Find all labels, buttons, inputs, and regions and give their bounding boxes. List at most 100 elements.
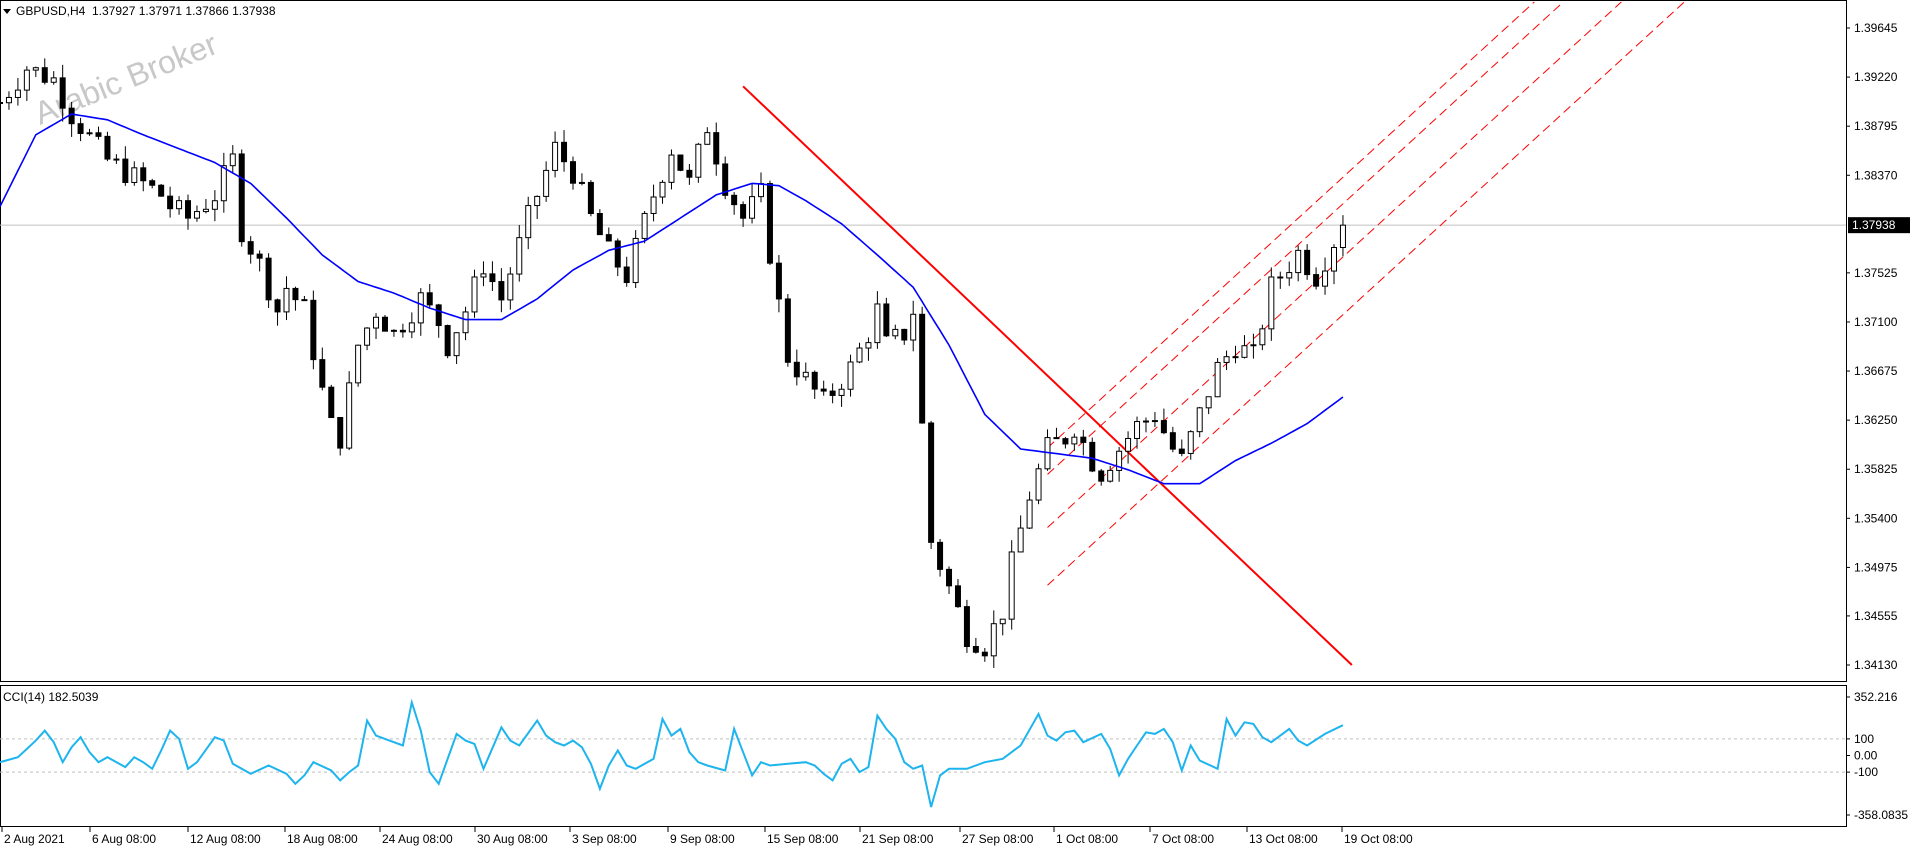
candle-body — [238, 153, 245, 243]
time-tick-label: 2 Aug 2021 — [4, 832, 65, 846]
time-tick-label: 27 Sep 08:00 — [962, 832, 1034, 846]
candle-body — [1250, 344, 1257, 347]
candle — [856, 342, 863, 364]
candle-body — [1053, 437, 1060, 440]
price-panel-border — [0, 0, 1847, 682]
candle — [319, 347, 326, 391]
candle-body — [704, 132, 711, 145]
candle — [435, 303, 442, 338]
candle-body — [140, 167, 147, 182]
candle-body — [632, 237, 639, 284]
candle-body — [990, 623, 997, 657]
candle-body — [1017, 527, 1024, 553]
candle-body — [346, 382, 353, 449]
candle-body — [650, 196, 657, 214]
candle-body — [444, 325, 451, 357]
time-tick-label: 19 Oct 08:00 — [1344, 832, 1413, 846]
channel-line — [1047, 2, 1564, 475]
candle — [1286, 261, 1293, 286]
candle — [1223, 350, 1230, 371]
candle-body — [158, 184, 165, 197]
candle — [247, 236, 254, 264]
candle-body — [256, 253, 263, 259]
candle-body — [426, 292, 433, 306]
candle — [1250, 333, 1257, 359]
candle — [946, 566, 953, 594]
time-tick-label: 6 Aug 08:00 — [92, 832, 156, 846]
candle — [346, 371, 353, 451]
candle — [41, 58, 48, 85]
watermark-text: Arabic Broker — [29, 25, 223, 131]
candle — [265, 253, 272, 308]
candle-body — [946, 568, 953, 587]
candle-body — [247, 241, 254, 255]
candle-body — [462, 311, 469, 334]
candle-body — [265, 257, 272, 301]
candle — [1116, 446, 1123, 482]
candle-body — [892, 328, 899, 337]
candle-body — [740, 204, 747, 219]
candle-body — [1125, 437, 1132, 452]
channel-line — [1047, 2, 1686, 586]
candle — [381, 314, 388, 332]
moving-average-layer — [0, 113, 1344, 485]
candle-body — [149, 180, 156, 186]
candle — [954, 579, 961, 608]
candle-body — [0, 101, 3, 104]
candle-body — [41, 67, 48, 83]
candle — [775, 255, 782, 313]
candle — [140, 162, 147, 192]
candle — [1151, 412, 1158, 428]
candle-body — [408, 322, 415, 333]
candle — [373, 313, 380, 339]
candle — [1169, 426, 1176, 453]
candle — [390, 329, 397, 337]
candle-body — [453, 332, 460, 357]
candle — [1098, 468, 1105, 486]
time-tick-label: 1 Oct 08:00 — [1056, 832, 1118, 846]
candle — [659, 180, 666, 204]
price-tick-label: 1.38795 — [1854, 119, 1898, 133]
price-tick-label: 1.36675 — [1854, 364, 1898, 378]
candle-body — [1160, 420, 1167, 434]
candle — [1330, 244, 1337, 285]
candle — [185, 194, 192, 230]
candle-body — [596, 213, 603, 236]
candle-body — [1205, 396, 1212, 409]
candle — [498, 268, 505, 313]
candle — [632, 230, 639, 289]
candle-body — [937, 541, 944, 570]
candle-body — [1223, 356, 1230, 363]
candle-body — [68, 107, 75, 125]
candle-body — [614, 240, 621, 268]
candle — [220, 152, 227, 213]
candle — [910, 300, 917, 352]
candle-body — [749, 196, 756, 219]
candle-body — [32, 67, 39, 71]
candle — [731, 192, 738, 215]
candle — [578, 173, 585, 186]
candle — [704, 127, 711, 145]
time-tick-label: 13 Oct 08:00 — [1249, 832, 1318, 846]
candle-body — [77, 123, 84, 134]
candle — [1295, 245, 1302, 282]
candle-body — [883, 303, 890, 337]
cci-label: CCI(14) 182.5039 — [3, 690, 99, 704]
candle-body — [229, 153, 236, 167]
candle-body — [1178, 448, 1185, 454]
dropdown-triangle-icon[interactable] — [3, 9, 11, 14]
price-tick-label: 1.36250 — [1854, 413, 1898, 427]
candle — [480, 261, 487, 287]
channel-line — [1047, 2, 1535, 449]
candle — [1196, 406, 1203, 438]
candle-body — [1026, 499, 1033, 529]
candle — [811, 370, 818, 399]
candle-body — [901, 328, 908, 341]
candle-body — [668, 154, 675, 183]
cci-tick-label: -100 — [1854, 765, 1878, 779]
candle — [838, 383, 845, 407]
candle — [1089, 437, 1096, 473]
candle-body — [1008, 551, 1015, 620]
